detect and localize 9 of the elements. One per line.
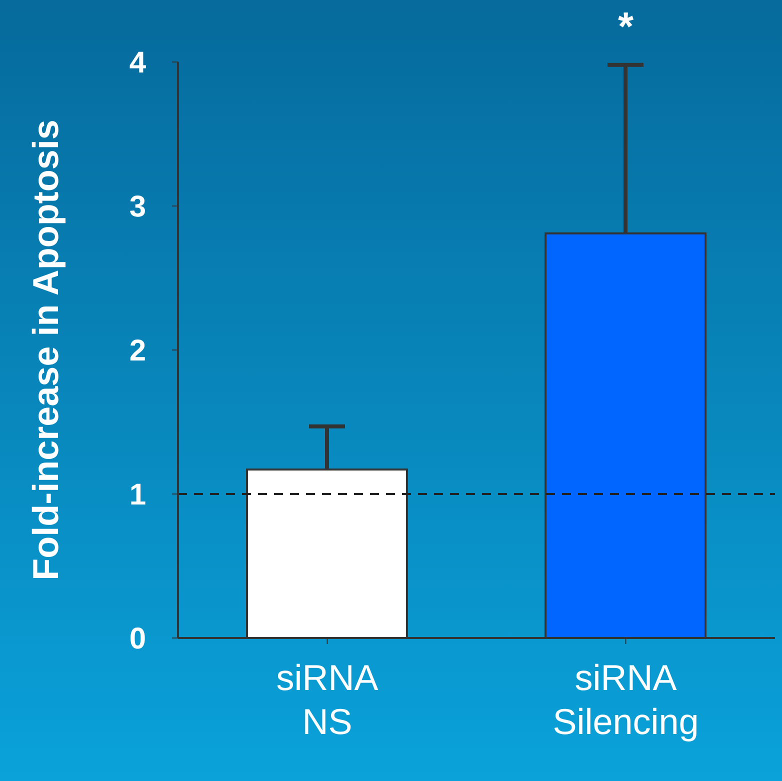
y-axis-title: Fold-increase in Apoptosis (24, 120, 66, 580)
y-tick-label: 0 (129, 622, 146, 656)
x-tick-label: siRNA NS (276, 657, 378, 742)
y-tick-label: 4 (129, 46, 146, 80)
y-tick-label: 2 (129, 334, 146, 368)
x-tick-label: siRNA Silencing (552, 657, 699, 742)
y-tick-label: 1 (129, 478, 146, 512)
y-tick-label: 3 (129, 190, 146, 224)
annotation: * (616, 4, 635, 50)
